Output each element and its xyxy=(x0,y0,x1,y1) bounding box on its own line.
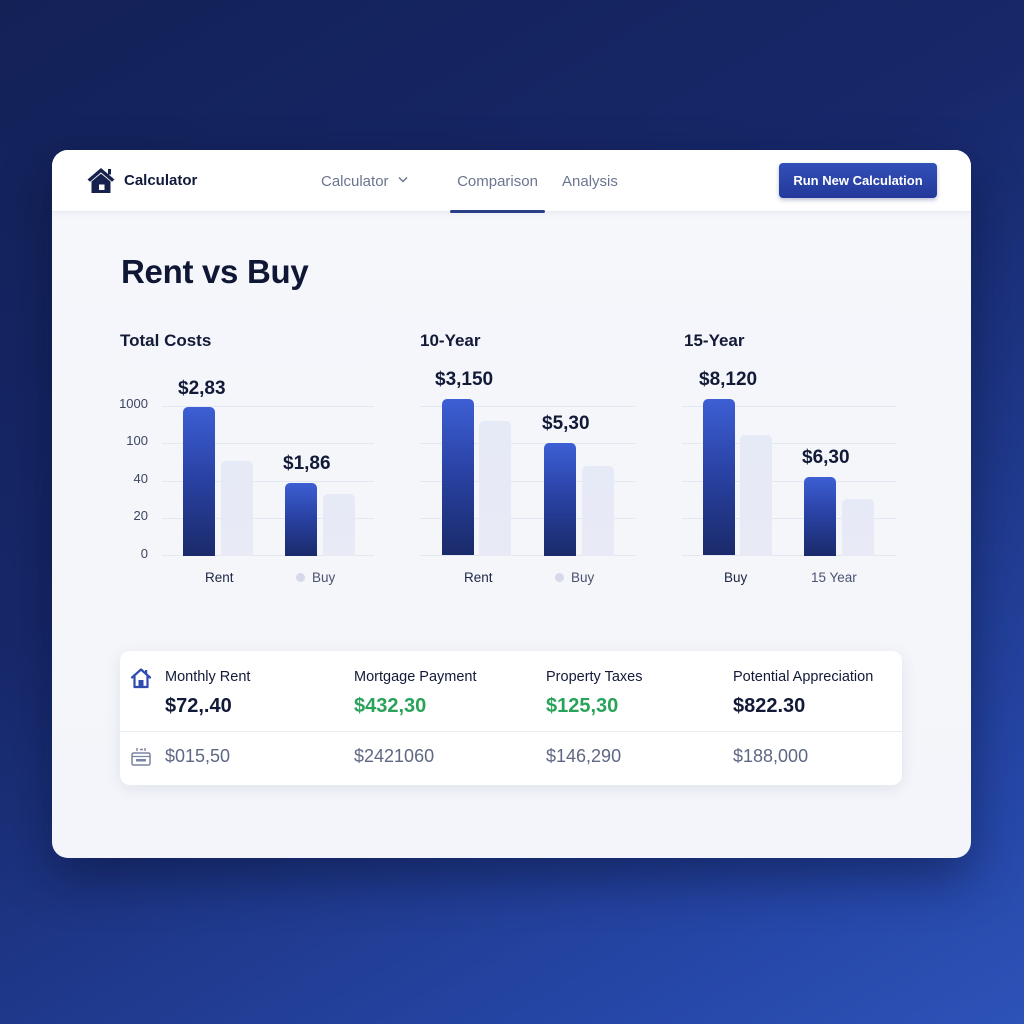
summary-value: $125,30 xyxy=(546,695,619,717)
bar-value-label: $8,120 xyxy=(699,369,758,390)
gridline xyxy=(682,481,896,482)
gridline xyxy=(420,443,635,444)
gridline xyxy=(682,406,896,407)
nav-calculator[interactable]: Calculator xyxy=(320,150,435,212)
gridline xyxy=(162,443,374,444)
top-nav-bar: Calculator Calculator Comparison Analysi… xyxy=(52,150,971,213)
nav-comparison-label: Comparison xyxy=(457,172,538,190)
gridline xyxy=(682,443,896,444)
main-nav: Calculator Comparison Analysis xyxy=(320,150,630,213)
legend-dot-icon xyxy=(555,573,564,582)
summary-value: $72,.40 xyxy=(165,695,232,717)
y-tick: 100 xyxy=(126,433,148,448)
bar-rent-primary[interactable] xyxy=(442,399,474,555)
bar-rent-secondary[interactable] xyxy=(479,421,511,556)
bar-buy-primary[interactable] xyxy=(544,443,576,556)
bar-rent-primary[interactable] xyxy=(183,407,215,556)
summary-subvalue: $188,000 xyxy=(733,746,809,766)
bar-15-year-secondary[interactable] xyxy=(842,499,874,556)
bar-rent-secondary[interactable] xyxy=(221,461,253,556)
run-new-calculation-button[interactable]: Run New Calculation xyxy=(779,163,937,198)
brand[interactable]: Calculator xyxy=(86,165,197,195)
chart-title: Total Costs xyxy=(120,331,212,350)
summary-value: $822.30 xyxy=(733,695,806,717)
summary-subvalue: $015,50 xyxy=(165,746,231,766)
summary-subvalue: $146,290 xyxy=(546,746,622,766)
bar-value-label: $3,150 xyxy=(435,369,494,390)
chart-title: 15-Year xyxy=(684,331,745,350)
bar-value-label: $1,86 xyxy=(283,453,331,474)
bar-buy-primary[interactable] xyxy=(285,483,317,556)
bar-buy-secondary[interactable] xyxy=(323,494,355,556)
chart-10-year: 10-Year $3,150 $5,30 Rent Buy xyxy=(420,328,650,588)
nav-analysis[interactable]: Analysis xyxy=(560,150,630,212)
calendar-transfer-icon xyxy=(131,748,151,766)
chevron-down-icon xyxy=(398,175,408,186)
x-label-buy: Buy xyxy=(724,570,748,585)
bar-value-label: $5,30 xyxy=(542,413,590,434)
bar-buy-primary[interactable] xyxy=(703,399,735,555)
gridline xyxy=(682,518,896,519)
house-icon xyxy=(130,668,152,689)
legend-buy-label: Buy xyxy=(312,570,336,585)
chart-15-year: 15-Year $8,120 $6,30 Buy 15 Year xyxy=(682,328,914,588)
gridline xyxy=(420,555,635,556)
gridline xyxy=(162,406,374,407)
summary-label: Property Taxes xyxy=(546,669,643,685)
gridline xyxy=(682,555,896,556)
row-divider xyxy=(120,731,902,732)
gridline xyxy=(420,518,635,519)
gridline xyxy=(162,518,374,519)
chart-total-costs: Total Costs 1000 100 40 20 0 $2,83 $1,86… xyxy=(119,328,380,588)
y-tick: 40 xyxy=(133,471,148,486)
bar-buy-secondary[interactable] xyxy=(740,435,772,556)
x-label-rent: Rent xyxy=(205,570,234,585)
nav-calculator-label: Calculator xyxy=(321,172,389,190)
house-icon xyxy=(87,168,115,193)
x-label-rent: Rent xyxy=(464,570,493,585)
nav-comparison[interactable]: Comparison xyxy=(435,150,560,213)
y-tick: 0 xyxy=(140,546,148,561)
bar-value-label: $6,30 xyxy=(802,447,850,468)
gridline xyxy=(162,555,374,556)
summary-subvalue: $2421060 xyxy=(354,746,435,766)
summary-label: Potential Appreciation xyxy=(733,669,874,685)
y-tick: 1000 xyxy=(119,396,148,411)
plot-area xyxy=(420,399,635,556)
y-tick: 20 xyxy=(133,508,148,523)
page-title: Rent vs Buy xyxy=(121,253,309,290)
gridline xyxy=(420,481,635,482)
brand-label: Calculator xyxy=(124,171,198,189)
bar-15-year-primary[interactable] xyxy=(804,477,836,556)
x-label-15-year: 15 Year xyxy=(811,570,857,585)
legend-dot-icon xyxy=(296,573,305,582)
cost-summary-card: Monthly Rent $72,.40 $015,50 Mortgage Pa… xyxy=(120,651,902,785)
summary-value: $432,30 xyxy=(354,695,427,717)
plot-area xyxy=(162,406,374,556)
summary-label: Mortgage Payment xyxy=(354,669,477,685)
app-window: Calculator Calculator Comparison Analysi… xyxy=(52,150,971,858)
legend-buy-label: Buy xyxy=(571,570,595,585)
legend-buy: Buy xyxy=(555,570,594,585)
legend-buy: Buy xyxy=(296,570,335,585)
plot-area xyxy=(682,399,896,556)
gridline xyxy=(420,406,635,407)
summary-label: Monthly Rent xyxy=(165,669,251,685)
nav-analysis-label: Analysis xyxy=(562,172,618,190)
bar-value-label: $2,83 xyxy=(178,378,226,399)
bar-buy-secondary[interactable] xyxy=(582,466,614,556)
gridline xyxy=(162,481,374,482)
chart-title: 10-Year xyxy=(420,331,481,350)
